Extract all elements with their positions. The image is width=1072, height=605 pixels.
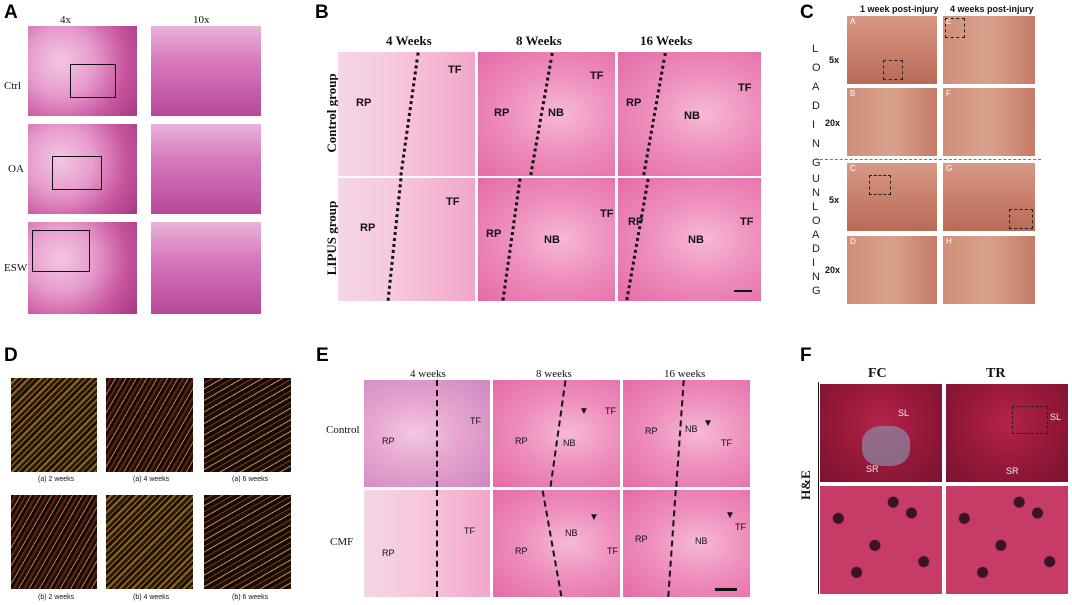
- panel-e-cmf-8w-image: RP NB TF ▼: [493, 490, 620, 597]
- panel-b-col-8weeks: 8 Weeks: [516, 33, 562, 48]
- arrowhead-icon: ▼: [703, 418, 713, 429]
- panel-a-label: A: [4, 2, 18, 23]
- panel-e-row-cmf: CMF: [330, 536, 354, 548]
- panel-a-esw-10x-image: [151, 222, 261, 314]
- panel-d-caption-b6: (b) 6 weeks: [232, 594, 269, 601]
- panel-f-label: F: [800, 345, 812, 366]
- panel-f-tr-top-image: SL SR: [946, 384, 1068, 482]
- panel-d-label: D: [4, 345, 18, 366]
- panel-c-mag-20x-top: 20x: [825, 118, 841, 128]
- panel-e-cmf-16w-image: RP NB TF ▼: [623, 490, 750, 597]
- panel-f-tr-bottom-image: [946, 486, 1068, 594]
- panel-d-a2-image: [11, 378, 97, 472]
- panel-d-caption-b4: (b) 4 weeks: [133, 594, 170, 601]
- panel-c-tile-f: F: [943, 88, 1035, 156]
- panel-b-control-4w-image: RP TF: [338, 52, 475, 176]
- panel-c-col-4weeks: 4 weeks post-injury: [950, 4, 1034, 14]
- panel-f-row-he: H&E: [798, 470, 813, 500]
- arrowhead-icon: ▼: [589, 512, 599, 523]
- panel-c-label: C: [800, 2, 814, 23]
- panel-c-divider: [815, 159, 1041, 160]
- panel-e-row-control: Control: [326, 424, 360, 436]
- arrowhead-icon: ▼: [579, 406, 589, 417]
- panel-d-b6-image: [204, 495, 291, 589]
- panel-a-ctrl-10x-image: [151, 26, 261, 116]
- panel-a-col-10x: 10x: [193, 14, 210, 26]
- scale-bar: [715, 588, 737, 591]
- panel-e-label: E: [316, 345, 329, 366]
- panel-c-tile-h: H: [943, 236, 1035, 304]
- panel-d-caption-a6: (a) 6 weeks: [232, 476, 269, 483]
- scale-bar: [734, 290, 752, 292]
- panel-c-tile-d: D: [847, 236, 937, 304]
- panel-c-group-unloading: UNLOADING: [812, 173, 822, 297]
- panel-a-row-oa: OA: [8, 163, 24, 175]
- panel-a-oa-4x-image: [28, 124, 137, 214]
- panel-e-col-16weeks: 16 weeks: [664, 368, 706, 380]
- panel-e-col-4weeks: 4 weeks: [410, 368, 446, 380]
- panel-e-cmf-4w-image: RP TF: [364, 490, 490, 597]
- panel-a-oa-10x-image: [151, 124, 261, 214]
- panel-f-col-fc: FC: [868, 366, 887, 381]
- panel-c-group-loading: LOADING: [812, 43, 822, 169]
- panel-f-col-tr: TR: [986, 366, 1006, 381]
- panel-d-caption-a2: (a) 2 weeks: [38, 476, 75, 483]
- panel-c-tile-g: G: [943, 163, 1035, 231]
- panel-e-col-8weeks: 8 weeks: [536, 368, 572, 380]
- panel-c-mag-5x-top: 5x: [829, 55, 840, 65]
- panel-a-col-4x: 4x: [60, 14, 71, 26]
- panel-d-caption-a4: (a) 4 weeks: [133, 476, 170, 483]
- panel-f-fc-bottom-image: [820, 486, 942, 594]
- panel-d-a6-image: [204, 378, 291, 472]
- panel-d-a4-image: [106, 378, 193, 472]
- panel-a-esw-4x-image: [28, 222, 137, 314]
- panel-b-label: B: [315, 2, 329, 23]
- panel-e-control-8w-image: RP NB TF ▼: [493, 380, 620, 487]
- panel-b-col-16weeks: 16 Weeks: [640, 33, 693, 48]
- panel-f-fc-top-image: SL SR: [820, 384, 942, 482]
- panel-c-mag-5x-bottom: 5x: [829, 195, 840, 205]
- panel-c-tile-c: C: [847, 163, 937, 231]
- panel-c-tile-a: A: [847, 16, 937, 84]
- panel-b-col-4weeks: 4 Weeks: [386, 33, 432, 48]
- panel-c-mag-20x-bottom: 20x: [825, 265, 841, 275]
- panel-b-lipus-16w-image: RP NB TF: [618, 178, 761, 301]
- panel-f-axis: [818, 382, 819, 594]
- panel-d-b4-image: [106, 495, 193, 589]
- panel-a-row-esw: ESW: [4, 262, 28, 274]
- panel-e-control-4w-image: RP TF: [364, 380, 490, 487]
- panel-a-ctrl-4x-image: [28, 26, 137, 116]
- panel-a-row-ctrl: Ctrl: [4, 80, 22, 92]
- panel-c-tile-b: B: [847, 88, 937, 156]
- arrowhead-icon: ▼: [725, 510, 735, 521]
- panel-b-lipus-4w-image: RP TF: [338, 178, 475, 301]
- panel-d-caption-b2: (b) 2 weeks: [38, 594, 75, 601]
- panel-b-control-8w-image: RP NB TF: [478, 52, 615, 176]
- panel-b-lipus-8w-image: RP NB TF: [478, 178, 615, 301]
- panel-c-col-1week: 1 week post-injury: [860, 4, 939, 14]
- panel-b-control-16w-image: RP NB TF: [618, 52, 761, 176]
- panel-d-b2-image: [11, 495, 97, 589]
- panel-c-tile-e: E: [943, 16, 1035, 84]
- panel-e-control-16w-image: RP NB TF ▼: [623, 380, 750, 487]
